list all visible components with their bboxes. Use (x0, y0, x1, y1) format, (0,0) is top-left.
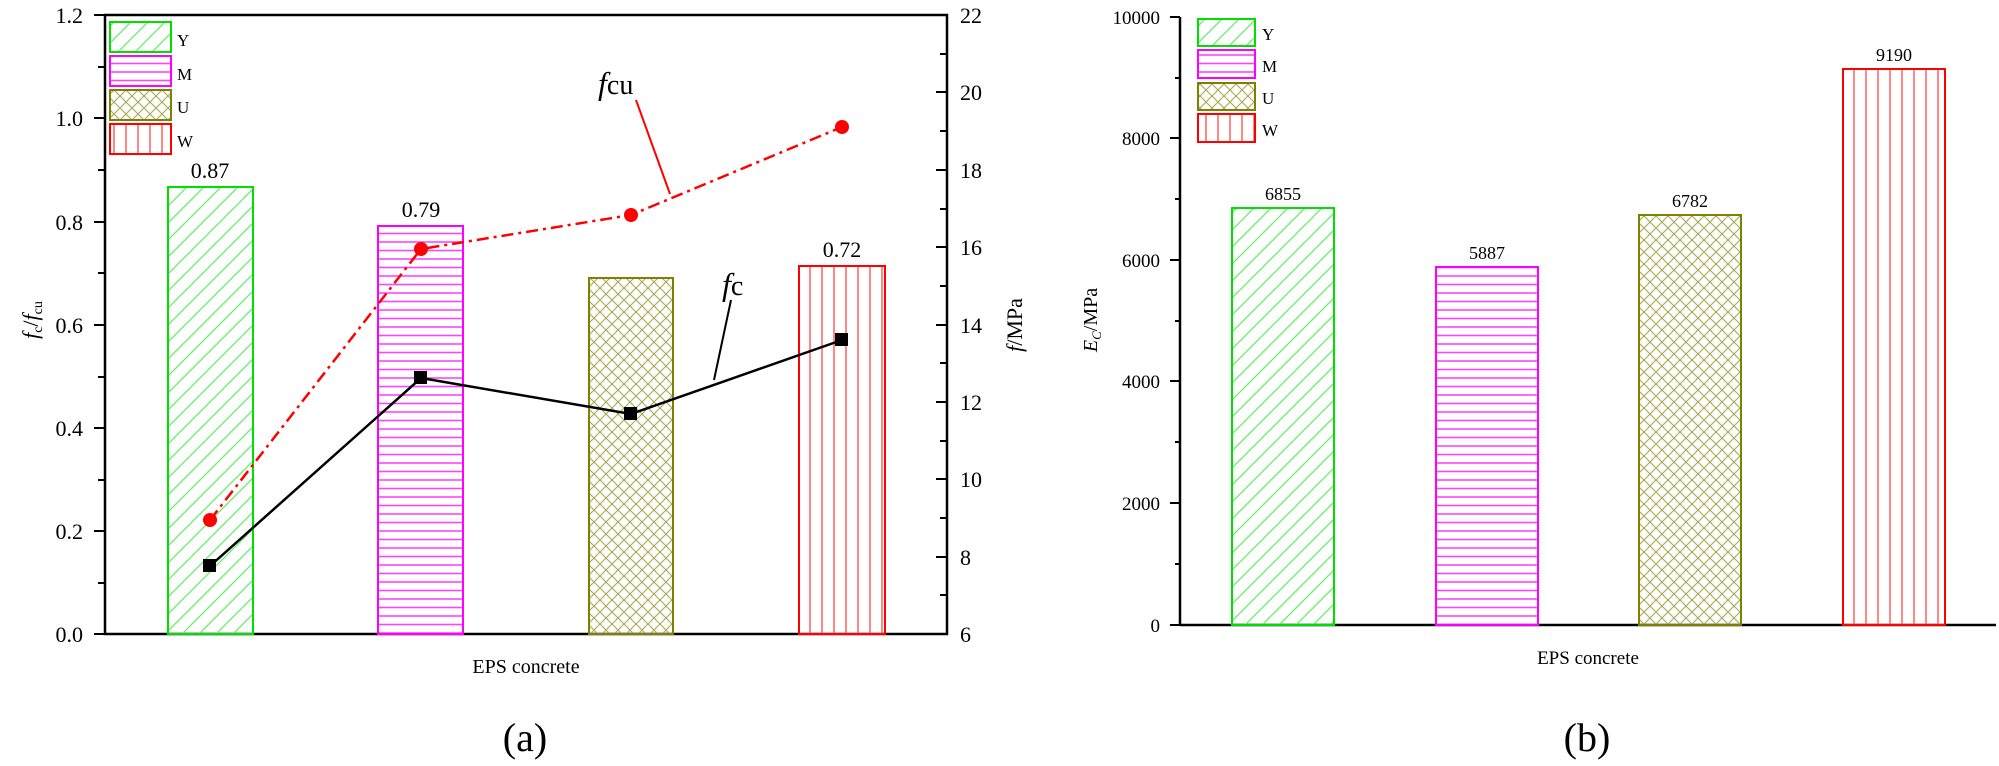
bar-label-b-W: 9190 (1876, 45, 1912, 65)
tick-a-0.6: 0.6 (56, 313, 84, 338)
legend-b-W: W (1262, 121, 1279, 140)
line-fc (209, 338, 843, 567)
caption-b: (b) (1564, 715, 1611, 760)
legend-a: Y M U W (109, 21, 194, 155)
tick-a-1.2: 1.2 (56, 3, 84, 28)
y-axis-b: 0 2000 4000 6000 8000 10000 (1113, 8, 1180, 637)
point-fc-U (624, 407, 637, 420)
point-fcu-M (414, 242, 428, 256)
leader-fc (713, 299, 732, 381)
legend-b-U: U (1262, 89, 1274, 108)
tick-a-r-16: 16 (960, 235, 982, 260)
y-axis-label-left-a: fc/fcu (18, 301, 46, 339)
tick-a-r-6: 6 (960, 622, 971, 647)
tick-b-8000: 8000 (1122, 129, 1160, 150)
tick-a-r-22: 22 (960, 3, 982, 28)
tick-b-0: 0 (1151, 616, 1161, 637)
bar-b-M (1435, 266, 1539, 626)
chart-a: 0.87 0.79 0.72 fcu fc (18, 3, 1027, 760)
tick-a-1.0: 1.0 (56, 106, 84, 131)
caption-a: (a) (503, 715, 547, 760)
point-fc-W (835, 333, 848, 346)
x-axis-label-a: EPS concrete (472, 656, 579, 678)
tick-a-0: 0.0 (56, 622, 84, 647)
annotation-fc: fc (722, 266, 743, 302)
bar-label-b-M: 5887 (1469, 243, 1505, 263)
bar-a-U (588, 277, 674, 635)
leader-fcu (635, 99, 671, 195)
y-axis-right-a: 6 8 10 12 14 16 18 20 22 (936, 3, 982, 647)
bar-label-a-W: 0.72 (823, 237, 862, 262)
tick-a-0.8: 0.8 (56, 210, 84, 235)
bar-label-a-Y: 0.87 (191, 158, 230, 183)
legend-a-M: M (177, 65, 192, 84)
bar-a-W (798, 265, 886, 635)
legend-b-M: M (1262, 57, 1277, 76)
tick-a-r-8: 8 (960, 545, 971, 570)
annotation-fcu: fcu (598, 65, 633, 101)
tick-b-4000: 4000 (1122, 372, 1160, 393)
point-fcu-W (835, 120, 849, 134)
legend-b: Y M U W (1197, 18, 1279, 143)
y-axis-label-b: EC/MPa (1080, 288, 1104, 353)
point-fcu-U (624, 208, 638, 222)
legend-b-Y: Y (1262, 25, 1274, 44)
y-axis-left-a: 0.0 0.2 0.4 0.6 0.8 1.0 1.2 (56, 3, 105, 647)
tick-b-6000: 6000 (1122, 251, 1160, 272)
tick-a-r-14: 14 (960, 313, 982, 338)
y-axis-label-right-a: f/MPa (1002, 298, 1027, 352)
legend-a-U: U (177, 98, 189, 117)
bar-label-b-U: 6782 (1672, 191, 1708, 211)
bar-b-U (1638, 214, 1742, 626)
legend-a-Y: Y (177, 31, 189, 50)
point-fc-Y (203, 559, 216, 572)
point-fcu-Y (203, 513, 217, 527)
tick-a-r-18: 18 (960, 158, 982, 183)
bar-b-W (1842, 68, 1946, 626)
tick-b-2000: 2000 (1122, 494, 1160, 515)
tick-a-0.4: 0.4 (56, 416, 84, 441)
tick-a-r-12: 12 (960, 390, 982, 415)
bar-label-b-Y: 6855 (1265, 184, 1301, 204)
bar-label-a-M: 0.79 (402, 197, 441, 222)
tick-a-r-20: 20 (960, 80, 982, 105)
chart-b: 6855 5887 6782 9190 0 2000 4000 6000 800… (1080, 8, 1996, 760)
tick-a-0.2: 0.2 (56, 519, 84, 544)
legend-a-W: W (177, 132, 194, 151)
point-fc-M (414, 371, 427, 384)
tick-b-10000: 10000 (1113, 8, 1161, 29)
x-axis-label-b: EPS concrete (1537, 648, 1639, 669)
bar-b-Y (1231, 207, 1335, 626)
line-fcu (209, 125, 843, 521)
tick-a-r-10: 10 (960, 467, 982, 492)
bar-a-M (377, 225, 464, 635)
